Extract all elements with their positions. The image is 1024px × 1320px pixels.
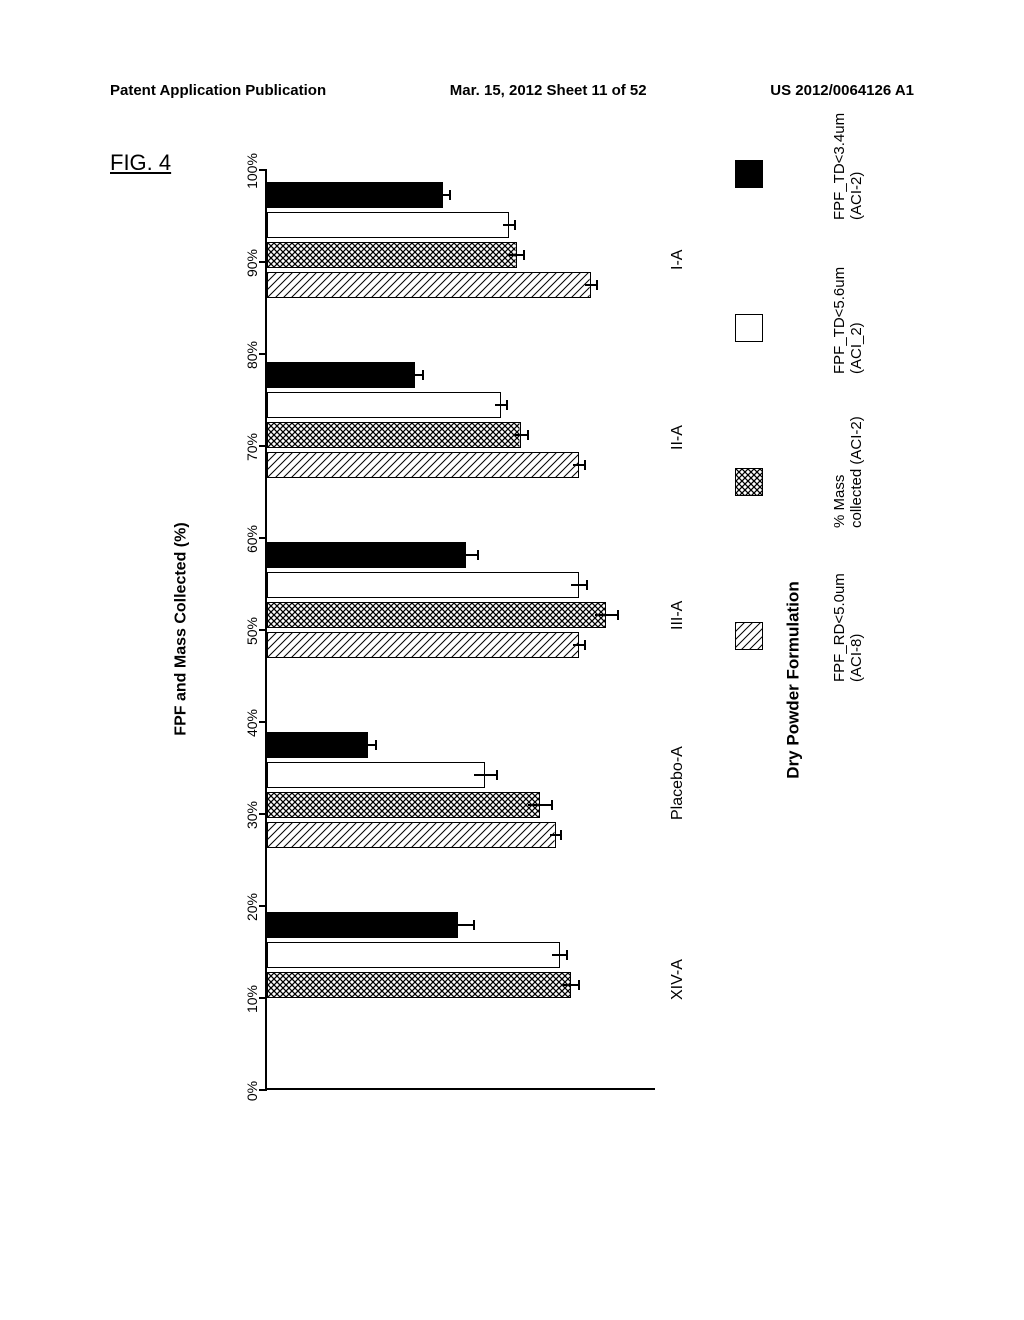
- y-tick-label: 40%: [244, 698, 260, 748]
- bar: [267, 792, 540, 818]
- category-label: II-A: [669, 425, 687, 450]
- legend-item: FPF_TD<5.6um (ACI_2): [735, 314, 895, 408]
- bar: [267, 182, 443, 208]
- bar: [267, 572, 579, 598]
- header-left: Patent Application Publication: [110, 82, 326, 99]
- category-label: Placebo-A: [669, 746, 687, 820]
- y-tick-label: 60%: [244, 514, 260, 564]
- bar: [267, 762, 485, 788]
- header-right: US 2012/0064126 A1: [770, 82, 914, 99]
- chart: FPF and Mass Collected (%) 0%10%20%30%40…: [175, 170, 875, 1170]
- bar: [267, 392, 501, 418]
- legend-item: FPF_TD<3.4um (ACI-2): [735, 160, 895, 254]
- bar: [267, 272, 591, 298]
- legend-label: % Mass collected (ACI-2): [831, 416, 865, 528]
- category-label: XIV-A: [669, 959, 687, 1000]
- legend-swatch: [735, 468, 763, 496]
- bar: [267, 212, 509, 238]
- bar: [267, 602, 606, 628]
- y-tick-label: 10%: [244, 974, 260, 1024]
- legend-label: FPF_TD<5.6um (ACI_2): [831, 267, 865, 374]
- y-tick-label: 70%: [244, 422, 260, 472]
- bar: [267, 542, 466, 568]
- legend-swatch: [735, 160, 763, 188]
- bar: [267, 912, 458, 938]
- bar: [267, 822, 556, 848]
- page-header: Patent Application Publication Mar. 15, …: [0, 82, 1024, 99]
- legend-item: FPF_RD<5.0um (ACI-8): [735, 622, 895, 716]
- y-tick-label: 30%: [244, 790, 260, 840]
- y-tick-label: 100%: [244, 146, 260, 196]
- bar: [267, 732, 368, 758]
- bar: [267, 632, 579, 658]
- legend-label: FPF_RD<5.0um (ACI-8): [831, 573, 865, 682]
- figure-label: FIG. 4: [110, 150, 171, 176]
- header-center: Mar. 15, 2012 Sheet 11 of 52: [450, 82, 647, 99]
- y-tick-label: 20%: [244, 882, 260, 932]
- y-tick-label: 90%: [244, 238, 260, 288]
- legend-label: FPF_TD<3.4um (ACI-2): [831, 113, 865, 220]
- bar: [267, 362, 415, 388]
- bar: [267, 942, 560, 968]
- plot-area: 0%10%20%30%40%50%60%70%80%90%100%I-AII-A…: [265, 170, 655, 1090]
- legend-item: % Mass collected (ACI-2): [735, 468, 895, 562]
- chart-area: 0%10%20%30%40%50%60%70%80%90%100%I-AII-A…: [175, 170, 655, 1130]
- y-tick-label: 50%: [244, 606, 260, 656]
- bar: [267, 972, 571, 998]
- y-tick-label: 0%: [244, 1066, 260, 1116]
- category-label: I-A: [669, 250, 687, 270]
- y-tick-label: 80%: [244, 330, 260, 380]
- bar: [267, 242, 517, 268]
- legend: FPF_TD<3.4um (ACI-2) FPF_TD<5.6um (ACI_2)…: [735, 160, 895, 776]
- bar: [267, 422, 521, 448]
- legend-swatch: [735, 314, 763, 342]
- legend-swatch: [735, 622, 763, 650]
- category-label: III-A: [669, 601, 687, 630]
- bar: [267, 452, 579, 478]
